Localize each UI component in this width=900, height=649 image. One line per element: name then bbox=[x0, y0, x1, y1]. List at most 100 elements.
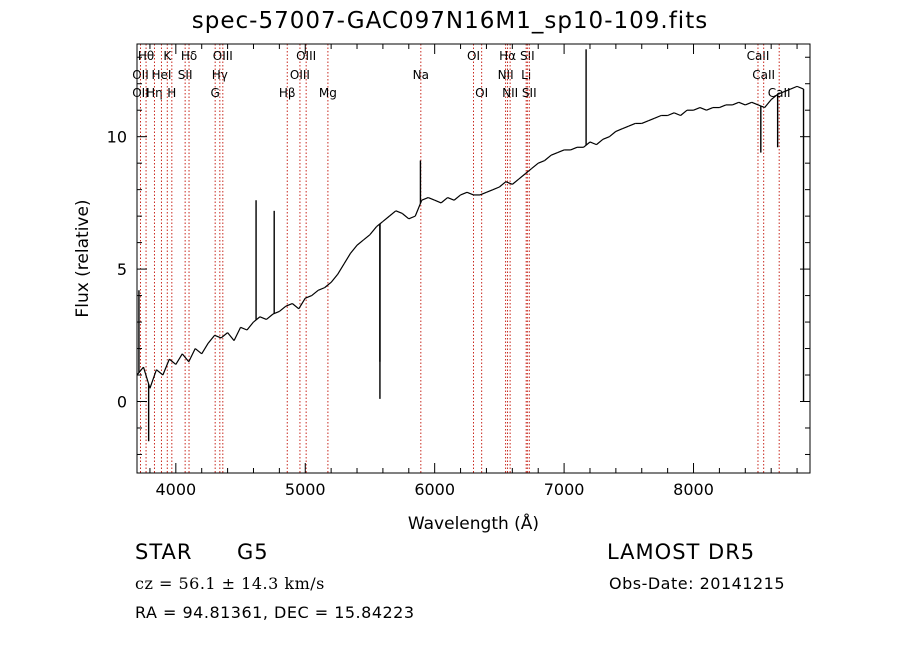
spectrum-segment bbox=[589, 141, 597, 146]
line-marker-label: OII bbox=[132, 86, 149, 100]
line-marker-label: Mg bbox=[319, 86, 337, 100]
line-marker-label: OI bbox=[475, 86, 488, 100]
spectrum-segment bbox=[783, 88, 791, 93]
spectrum-segment bbox=[570, 146, 578, 151]
line-marker-label: G bbox=[211, 86, 220, 100]
spectrum-segment bbox=[266, 313, 274, 320]
spectrum-segment bbox=[628, 122, 636, 127]
line-marker-label: SII bbox=[520, 49, 535, 63]
spectrum-segment bbox=[363, 234, 371, 241]
plot-frame bbox=[136, 43, 811, 474]
line-marker-label: CaII bbox=[768, 86, 791, 100]
spectrum-segment bbox=[505, 181, 513, 185]
spectrum-segment bbox=[460, 191, 468, 196]
spectrum-segment bbox=[317, 287, 325, 291]
spectrum-segment bbox=[453, 194, 461, 201]
line-marker-label: Hδ bbox=[181, 49, 197, 63]
spectrum-segment bbox=[751, 101, 759, 106]
axis-ticks: 4000 5000 6000 7000 8000 0 5 10 bbox=[107, 44, 810, 499]
spectrum-segment bbox=[298, 297, 306, 310]
spectrum-segment bbox=[738, 101, 746, 106]
spectrum-segment bbox=[272, 310, 280, 315]
spectrum-segment bbox=[641, 120, 649, 124]
spectrum-segment bbox=[343, 252, 352, 265]
survey-label: LAMOST DR5 bbox=[607, 540, 756, 564]
spectrum-segment bbox=[162, 358, 170, 376]
line-marker-label: H bbox=[167, 86, 176, 100]
spectrum-segment bbox=[796, 85, 804, 90]
spectrum-segment bbox=[156, 369, 164, 376]
line-marker-label: Hη bbox=[146, 86, 163, 100]
spectrum-segment bbox=[466, 191, 474, 196]
spectrum-segment bbox=[382, 215, 390, 222]
spectrum-segment bbox=[395, 210, 403, 215]
redshift-text: cz = 56.1 ± 14.3 km/s bbox=[135, 574, 325, 593]
spectrum-segment bbox=[511, 178, 520, 185]
line-marker-label: NII bbox=[502, 86, 518, 100]
spectrum-segment bbox=[557, 149, 565, 154]
line-marker-label: Hβ bbox=[279, 86, 296, 100]
class-label: STAR bbox=[135, 540, 193, 564]
line-marker-label: Na bbox=[413, 68, 429, 82]
spectrum-segment bbox=[356, 239, 364, 246]
y-tick-label: 0 bbox=[117, 393, 127, 412]
x-tick-label: 7000 bbox=[544, 480, 585, 499]
spectrum-segment bbox=[667, 112, 675, 117]
x-tick-label: 8000 bbox=[673, 480, 714, 499]
spectrum-segment bbox=[324, 281, 332, 289]
subclass-label: G5 bbox=[237, 540, 269, 564]
spectrum-segment bbox=[531, 162, 539, 169]
spectrum-segment bbox=[168, 358, 177, 365]
spectrum-segment bbox=[311, 289, 319, 297]
spectrum-segment bbox=[790, 85, 798, 90]
spectrum-segment bbox=[479, 191, 487, 196]
spectrum-segment bbox=[188, 348, 196, 363]
line-marker-label: Hγ bbox=[212, 68, 228, 82]
line-marker-label: Hα bbox=[499, 49, 516, 63]
spectrum-segment bbox=[602, 136, 610, 140]
y-tick-label: 10 bbox=[107, 128, 127, 147]
spectrum-segment bbox=[233, 327, 242, 341]
x-tick-label: 5000 bbox=[285, 480, 326, 499]
spectrum-segment bbox=[492, 186, 500, 191]
coords-text: RA = 94.81361, DEC = 15.84223 bbox=[135, 603, 415, 622]
spectrum-segment bbox=[337, 263, 345, 275]
spectrum-segment bbox=[149, 369, 157, 389]
spectrum-segment bbox=[291, 303, 300, 310]
spectrum-segment bbox=[330, 274, 339, 283]
y-axis-label: Flux (relative) bbox=[73, 199, 93, 317]
line-marker-label: CaII bbox=[752, 68, 775, 82]
spectrum-segment bbox=[278, 305, 287, 312]
spectrum-segment bbox=[388, 210, 397, 217]
spectrum-segment bbox=[401, 213, 410, 220]
line-marker-label: Hθ bbox=[138, 49, 154, 63]
line-marker-label: OIII bbox=[290, 68, 310, 82]
line-marker-label: OIII bbox=[296, 49, 316, 63]
spectrum-segment bbox=[220, 332, 228, 339]
spectrum-series bbox=[136, 49, 805, 442]
spectrum-segment bbox=[777, 91, 785, 95]
spectral-line-markers: OIIOIIHθHηHeIKHSIIHδGHγOIIIHβOIIIOIIIMgN… bbox=[132, 44, 791, 473]
line-marker-label: OIII bbox=[213, 49, 233, 63]
line-marker-label: OI bbox=[467, 49, 480, 63]
spectrum-segment bbox=[550, 152, 558, 156]
line-marker-label: HeI bbox=[151, 68, 171, 82]
spectrum-segment bbox=[136, 366, 144, 376]
spectrum-segment bbox=[246, 321, 254, 331]
spectrum-segment bbox=[207, 334, 216, 344]
spectrum-segment bbox=[706, 107, 714, 111]
spectrum-segment bbox=[609, 130, 617, 138]
spectrum-segment bbox=[673, 112, 681, 117]
spectrum-segment bbox=[537, 159, 545, 164]
line-marker-label: Li bbox=[521, 68, 531, 82]
spectrum-segment bbox=[350, 244, 358, 254]
line-marker-label: SII bbox=[522, 86, 537, 100]
spectrum-segment bbox=[214, 334, 222, 339]
spectrum-segment bbox=[181, 353, 190, 363]
spectrum-segment bbox=[596, 138, 604, 146]
spectrum-segment bbox=[764, 99, 772, 108]
spectrum-segment bbox=[486, 189, 494, 193]
spectrum-segment bbox=[732, 101, 740, 106]
obs-date-text: Obs-Date: 20141215 bbox=[609, 574, 786, 593]
